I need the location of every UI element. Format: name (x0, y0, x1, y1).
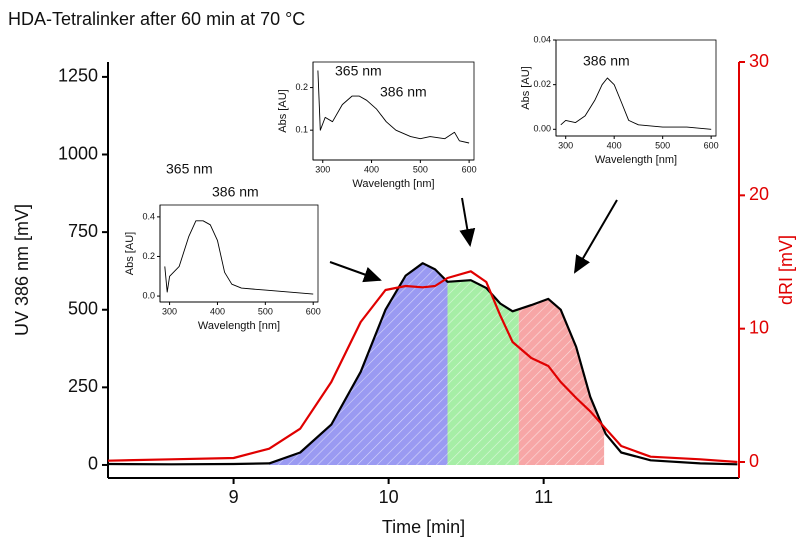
x-tick-label: 400 (364, 164, 379, 174)
y-tick-label: 0.02 (533, 79, 551, 89)
y2-tick-label: 20 (749, 184, 769, 204)
series-line (107, 262, 738, 466)
y-tick-label: 250 (68, 376, 98, 396)
x-tick-label: 11 (534, 487, 553, 507)
x-axis-label: Wavelength [nm] (198, 320, 280, 332)
y-tick-label: 1250 (58, 66, 98, 86)
plot-frame (555, 39, 717, 137)
y-tick-label: 0.4 (142, 211, 155, 221)
x-tick-label: 300 (315, 164, 330, 174)
x-axis-label: Wavelength [nm] (352, 178, 434, 190)
y-tick-label: 0.00 (533, 124, 551, 134)
y-axis-label: UV 386 nm [mV] (12, 204, 32, 336)
arrows (329, 197, 618, 283)
x-axis-label: Wavelength [nm] (595, 154, 677, 166)
shaded-region-hatch (269, 263, 448, 465)
y2-tick-label: 0 (749, 451, 759, 471)
chart-title: HDA-Tetralinker after 60 min at 70 °C (8, 9, 305, 29)
y-tick-label: 0.2 (295, 82, 308, 92)
annotation: 386 nm (212, 184, 259, 200)
annotation: 365 nm (335, 63, 382, 79)
annotation: 386 nm (380, 84, 427, 100)
y-tick-label: 750 (68, 221, 98, 241)
x-tick-label: 500 (655, 140, 670, 150)
annotation: 386 nm (583, 53, 630, 69)
x-tick-label: 600 (462, 164, 477, 174)
x-axis-label: Time [min] (382, 517, 465, 537)
y2-axis-label: dRI [mV] (776, 235, 796, 305)
y-axis-label: Abs [AU] (277, 89, 289, 132)
x-tick-label: 300 (162, 306, 177, 316)
x-tick-label: 600 (704, 140, 719, 150)
x-tick-label: 400 (210, 306, 225, 316)
y-tick-label: 0.1 (295, 125, 308, 135)
x-tick-label: 10 (379, 487, 399, 507)
y-tick-label: 500 (68, 298, 98, 318)
x-tick-label: 9 (229, 487, 239, 507)
arrow (573, 199, 618, 274)
y2-tick-label: 10 (749, 317, 769, 337)
y2-tick-label: 30 (749, 51, 769, 71)
y-tick-label: 0.04 (533, 34, 551, 44)
y-tick-label: 0.0 (142, 290, 155, 300)
y-tick-label: 1000 (58, 143, 98, 163)
series-line (560, 77, 712, 130)
y-axis-label: Abs [AU] (520, 66, 532, 109)
shaded-region-hatch (447, 280, 519, 465)
y-tick-label: 0 (88, 454, 98, 474)
series-line (317, 70, 470, 144)
arrow (329, 261, 382, 283)
x-tick-label: 600 (306, 306, 321, 316)
arrow (459, 197, 476, 247)
y-tick-label: 0.2 (142, 251, 155, 261)
annotation: 365 nm (166, 161, 213, 177)
x-tick-label: 300 (558, 140, 573, 150)
x-tick-label: 500 (258, 306, 273, 316)
series-line (107, 270, 738, 464)
series-line (164, 220, 314, 295)
y-axis-label: Abs [AU] (124, 232, 136, 275)
x-tick-label: 500 (413, 164, 428, 174)
x-tick-label: 400 (607, 140, 622, 150)
